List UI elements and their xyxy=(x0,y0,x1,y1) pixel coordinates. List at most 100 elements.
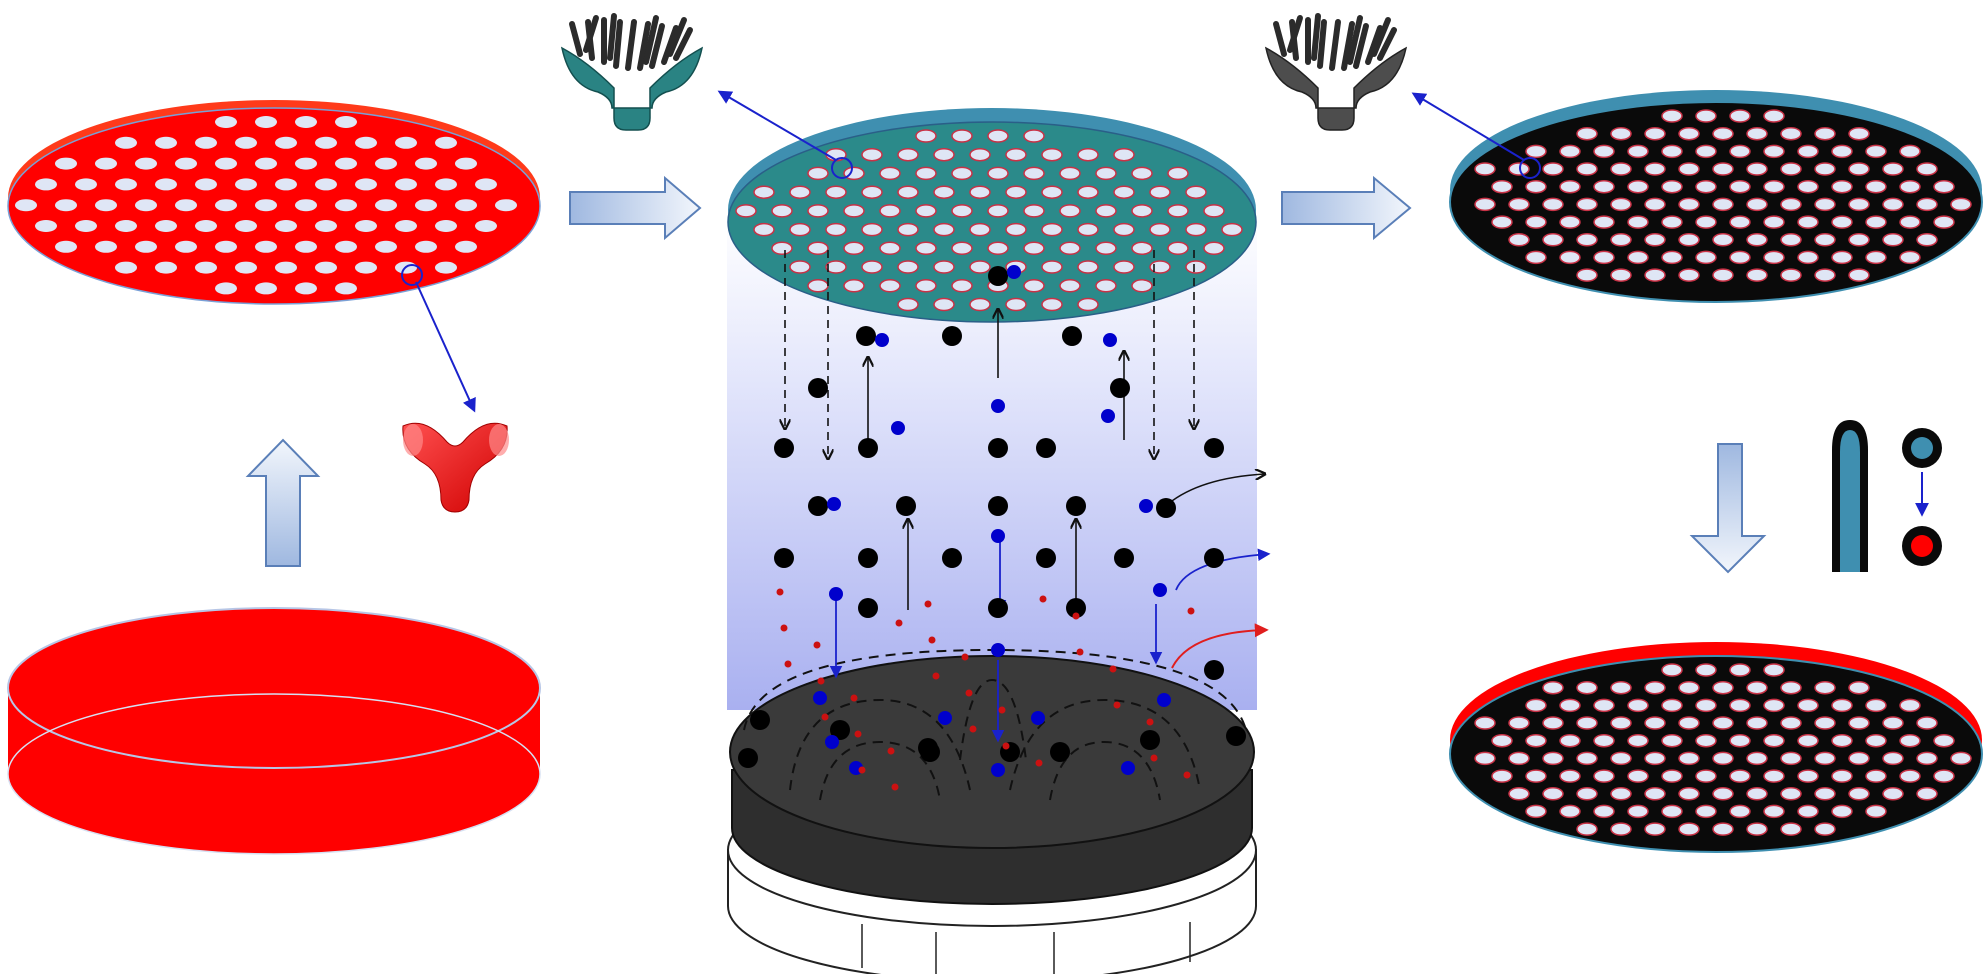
pore xyxy=(1593,733,1615,748)
pore xyxy=(1695,769,1717,783)
pore xyxy=(255,282,277,295)
pore xyxy=(1627,804,1649,819)
pore xyxy=(933,222,955,237)
pore xyxy=(1780,126,1802,141)
pore xyxy=(275,220,297,232)
pore xyxy=(255,157,277,170)
electron xyxy=(827,497,841,511)
pore xyxy=(415,157,437,170)
pore xyxy=(1559,215,1581,229)
pore xyxy=(215,240,237,253)
neutral-particle xyxy=(1036,438,1056,458)
pore xyxy=(1525,698,1547,713)
pore xyxy=(1610,268,1632,282)
pore xyxy=(1661,109,1683,123)
pore xyxy=(861,260,883,274)
pore xyxy=(215,116,237,128)
porous-red-film xyxy=(7,100,541,413)
ion xyxy=(1113,701,1121,709)
pore-array xyxy=(1474,663,1972,836)
pore xyxy=(1474,716,1496,730)
pore xyxy=(1131,166,1153,181)
pore xyxy=(735,204,757,218)
pore xyxy=(1848,680,1870,695)
pore xyxy=(1559,769,1581,783)
pore xyxy=(215,199,237,212)
electron xyxy=(938,711,952,725)
pore xyxy=(255,240,277,253)
pore xyxy=(1095,241,1117,256)
pore xyxy=(1780,787,1802,801)
pore xyxy=(1899,215,1921,229)
pore xyxy=(435,136,457,149)
pore xyxy=(1525,733,1547,748)
pore xyxy=(1095,279,1117,293)
ion-trajectory xyxy=(1171,623,1269,669)
pore xyxy=(1899,769,1921,783)
pore xyxy=(1508,162,1530,176)
neutral-particle xyxy=(988,266,1008,286)
pore xyxy=(1712,126,1734,141)
pore xyxy=(1916,787,1938,801)
pore xyxy=(95,157,117,170)
ion xyxy=(924,600,932,608)
electron xyxy=(1121,761,1135,775)
ion xyxy=(928,636,936,644)
pore xyxy=(1023,166,1045,181)
pore xyxy=(1746,197,1768,212)
pore xyxy=(1814,233,1836,247)
neutral-particle xyxy=(856,326,876,346)
pore xyxy=(1780,680,1802,695)
pore xyxy=(1508,751,1530,766)
pore xyxy=(175,240,197,253)
pore xyxy=(1491,179,1513,194)
pore xyxy=(843,241,865,256)
pore xyxy=(1610,787,1632,801)
pore xyxy=(1729,179,1751,194)
pore xyxy=(1797,215,1819,229)
plasma-species xyxy=(738,265,1246,791)
pore xyxy=(1763,179,1785,194)
ion xyxy=(1109,665,1117,673)
pore xyxy=(1712,233,1734,247)
pore xyxy=(235,261,257,274)
pore xyxy=(1865,733,1887,748)
pore xyxy=(1005,222,1027,237)
pore xyxy=(375,199,397,212)
pore xyxy=(1712,680,1734,695)
pore xyxy=(175,157,197,170)
pore xyxy=(1542,751,1564,766)
pore xyxy=(1627,733,1649,748)
pore xyxy=(1712,162,1734,176)
electron xyxy=(829,587,843,601)
pore xyxy=(1644,822,1666,836)
pore xyxy=(1221,222,1243,237)
pore xyxy=(1746,716,1768,730)
pore xyxy=(1899,698,1921,713)
pore xyxy=(1627,144,1649,159)
pore xyxy=(335,116,357,128)
neutral-particle xyxy=(918,738,938,758)
pore xyxy=(1559,733,1581,748)
pore xyxy=(861,185,883,199)
pore xyxy=(115,220,137,232)
pore xyxy=(1644,680,1666,695)
pore xyxy=(1559,179,1581,194)
electron xyxy=(875,333,889,347)
ion xyxy=(1039,595,1047,603)
electron xyxy=(1139,499,1153,513)
neutral-particle xyxy=(942,548,962,568)
pore xyxy=(1933,179,1955,194)
pore xyxy=(1023,241,1045,256)
pore xyxy=(1797,179,1819,194)
electron xyxy=(991,399,1005,413)
grafted-tripod-unit-icon xyxy=(1264,13,1408,131)
pore xyxy=(1542,680,1564,695)
pore xyxy=(807,279,829,293)
pore xyxy=(789,222,811,237)
pore xyxy=(1077,260,1099,274)
pore xyxy=(1149,222,1171,237)
pore xyxy=(1729,698,1751,713)
neutral-particle xyxy=(858,548,878,568)
ion xyxy=(998,706,1006,714)
